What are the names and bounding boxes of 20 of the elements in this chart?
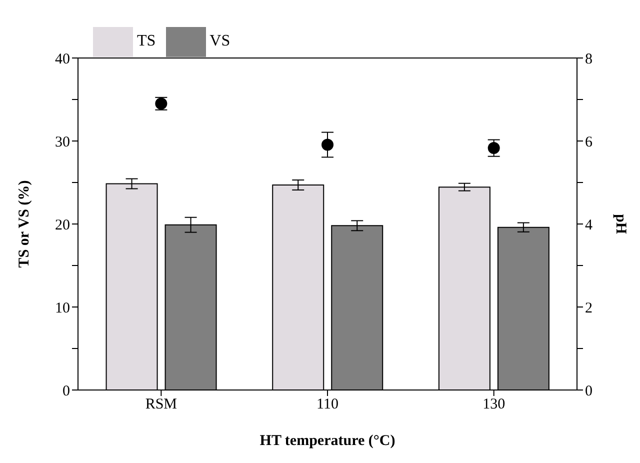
y2-tick-label: 6 xyxy=(585,134,593,150)
y-tick-label: 0 xyxy=(62,383,70,400)
y-tick-label: 40 xyxy=(55,51,70,68)
y2-tick-label: 0 xyxy=(585,383,592,400)
y-tick-label: 10 xyxy=(55,300,70,316)
legend-label: VS xyxy=(210,32,230,50)
y2-tick-label: 8 xyxy=(585,51,592,68)
y2-axis-title: pH xyxy=(612,214,629,234)
y-tick-label: 30 xyxy=(55,134,70,150)
legend-label: TS xyxy=(137,32,156,50)
y-tick-label: 20 xyxy=(55,217,70,234)
x-tick-label: 110 xyxy=(316,396,338,413)
point xyxy=(322,138,334,151)
point xyxy=(488,142,500,154)
x-tick-label: RSM xyxy=(145,396,178,413)
y-axis-title: TS or VS (%) xyxy=(16,180,32,268)
x-axis-title: HT temperature (°C) xyxy=(260,433,396,449)
y2-tick-label: 2 xyxy=(585,300,592,316)
y2-tick-label: 4 xyxy=(585,217,593,234)
x-tick-label: 130 xyxy=(482,396,506,413)
